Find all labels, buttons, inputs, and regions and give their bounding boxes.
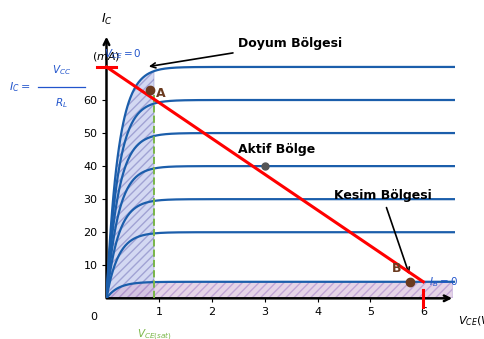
Text: $V_{CE}(V)$: $V_{CE}(V)$ [457, 315, 484, 328]
Text: $(mA)$: $(mA)$ [92, 51, 121, 63]
Text: $V_{CE(sat)}$: $V_{CE(sat)}$ [136, 328, 171, 339]
Text: Kesim Bölgesi: Kesim Bölgesi [333, 189, 431, 273]
Polygon shape [106, 71, 154, 298]
Text: $V_{CE} = 0$: $V_{CE} = 0$ [104, 47, 141, 61]
Polygon shape [106, 282, 453, 298]
Text: $I_C = $: $I_C = $ [9, 80, 30, 94]
Text: B: B [392, 262, 401, 275]
Text: A: A [156, 87, 166, 100]
Text: $I_B = 0$: $I_B = 0$ [428, 275, 457, 289]
Text: Aktif Bölge: Aktif Bölge [239, 143, 316, 156]
Text: $V_{CC}$: $V_{CC}$ [52, 63, 71, 77]
Text: Doyum Bölgesi: Doyum Bölgesi [151, 37, 343, 68]
Text: 0: 0 [90, 312, 97, 321]
Text: $R_L$: $R_L$ [55, 97, 68, 111]
Text: $I_C$: $I_C$ [101, 12, 112, 27]
